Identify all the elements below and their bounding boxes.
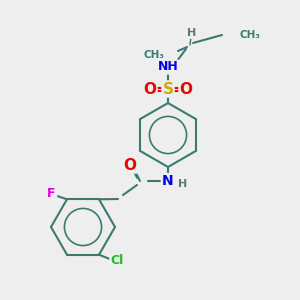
Text: S: S xyxy=(163,82,173,97)
Text: CH₃: CH₃ xyxy=(144,50,165,60)
Text: CH₃: CH₃ xyxy=(240,30,261,40)
Text: H: H xyxy=(188,28,196,38)
Text: O: O xyxy=(143,82,157,97)
Text: O: O xyxy=(179,82,193,97)
Text: H: H xyxy=(178,179,187,189)
Text: Cl: Cl xyxy=(110,254,124,267)
Text: NH: NH xyxy=(158,61,178,74)
Text: N: N xyxy=(162,174,174,188)
Text: F: F xyxy=(47,187,55,200)
Text: O: O xyxy=(124,158,136,172)
